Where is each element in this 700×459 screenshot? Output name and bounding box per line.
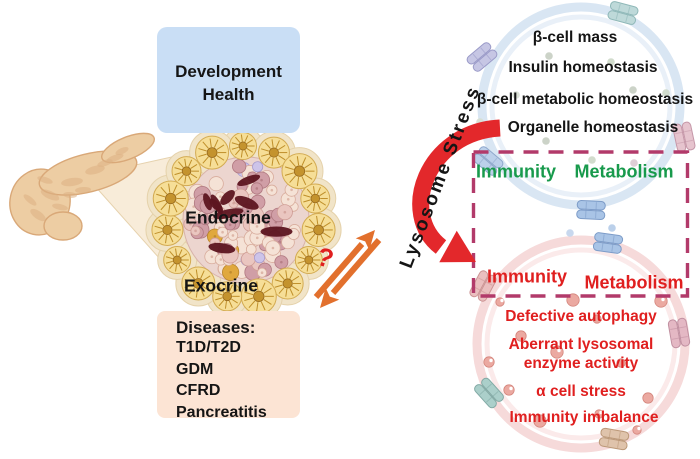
acinar-rosette [181, 266, 216, 301]
endocrine-label: Endocrine [185, 207, 271, 228]
metabolism-label-healthy: Metabolism [574, 161, 674, 182]
down-arrowhead [320, 287, 340, 308]
membrane-channel-icon [667, 317, 691, 349]
acinar-rosette [301, 212, 336, 247]
membrane-channel-icon [466, 42, 498, 72]
acinar-rosette [152, 180, 189, 217]
exocrine-label: Exocrine [184, 275, 258, 296]
stressed-item: enzyme activity [523, 355, 639, 372]
disease-item: GDM [176, 360, 214, 378]
scatter-dots [476, 52, 670, 237]
pancreas-illustration [9, 132, 155, 241]
stressed-item: Defective autophagy [505, 308, 657, 325]
acinar-rosette [257, 136, 290, 169]
membrane-channel-icon [672, 121, 696, 153]
healthy-item: Organelle homeostasis [507, 119, 679, 136]
diseases-title: Diseases: [176, 318, 256, 337]
stressed-item: α cell stress [536, 383, 626, 400]
acinar-rosette [229, 132, 257, 160]
healthy-item: β-cell metabolic homeostasis [476, 91, 694, 108]
membrane-channel-icon [576, 199, 606, 221]
acinar-rosette [151, 213, 184, 246]
membrane-channel-icon [607, 1, 639, 25]
disease-item: T1D/T2D [176, 339, 241, 356]
membrane-channel-icon [598, 427, 630, 451]
down-arrow-shaft [330, 238, 382, 295]
development-health-box: Development Health [157, 27, 300, 133]
membrane-channel-icon [474, 377, 504, 409]
islet-illustration [145, 126, 342, 321]
bidirectional-link-arrows [313, 230, 382, 308]
acinar-rosette [271, 267, 304, 300]
acinar-rosette [281, 153, 318, 190]
disease-item: Pancreatitis [176, 403, 267, 421]
up-arrowhead [355, 230, 375, 251]
acinar-rosette [171, 156, 202, 187]
development-label: Development [175, 62, 282, 81]
lysosome-stress-arrowhead [439, 230, 476, 263]
health-label: Health [202, 85, 255, 104]
membrane-channel-icon [592, 232, 624, 254]
healthy-item: Insulin homeostasis [508, 59, 658, 76]
healthy-item: β-cell mass [532, 29, 618, 46]
acinar-rosette [300, 183, 331, 214]
metabolism-label-stressed: Metabolism [584, 272, 684, 293]
diseases-box: Diseases: T1D/T2D GDM CFRD Pancreatitis [157, 311, 300, 421]
stressed-item: Aberrant lysosomal [508, 336, 654, 353]
up-arrow-shaft [313, 242, 365, 299]
stressed-item: Immunity imbalance [509, 409, 659, 426]
debris-blobs [483, 293, 668, 435]
immunity-label-stressed: Immunity [486, 266, 568, 287]
immunity-label-healthy: Immunity [475, 161, 557, 182]
lysosome-stress-arrow-body [412, 119, 501, 254]
acinar-rosette [195, 135, 230, 170]
acinar-rosette [163, 246, 192, 274]
acinar-rosette [294, 246, 323, 274]
acinar-rosette [212, 281, 243, 312]
disease-item: CFRD [176, 382, 221, 399]
immunity-metabolism-dashed-box [471, 150, 690, 298]
